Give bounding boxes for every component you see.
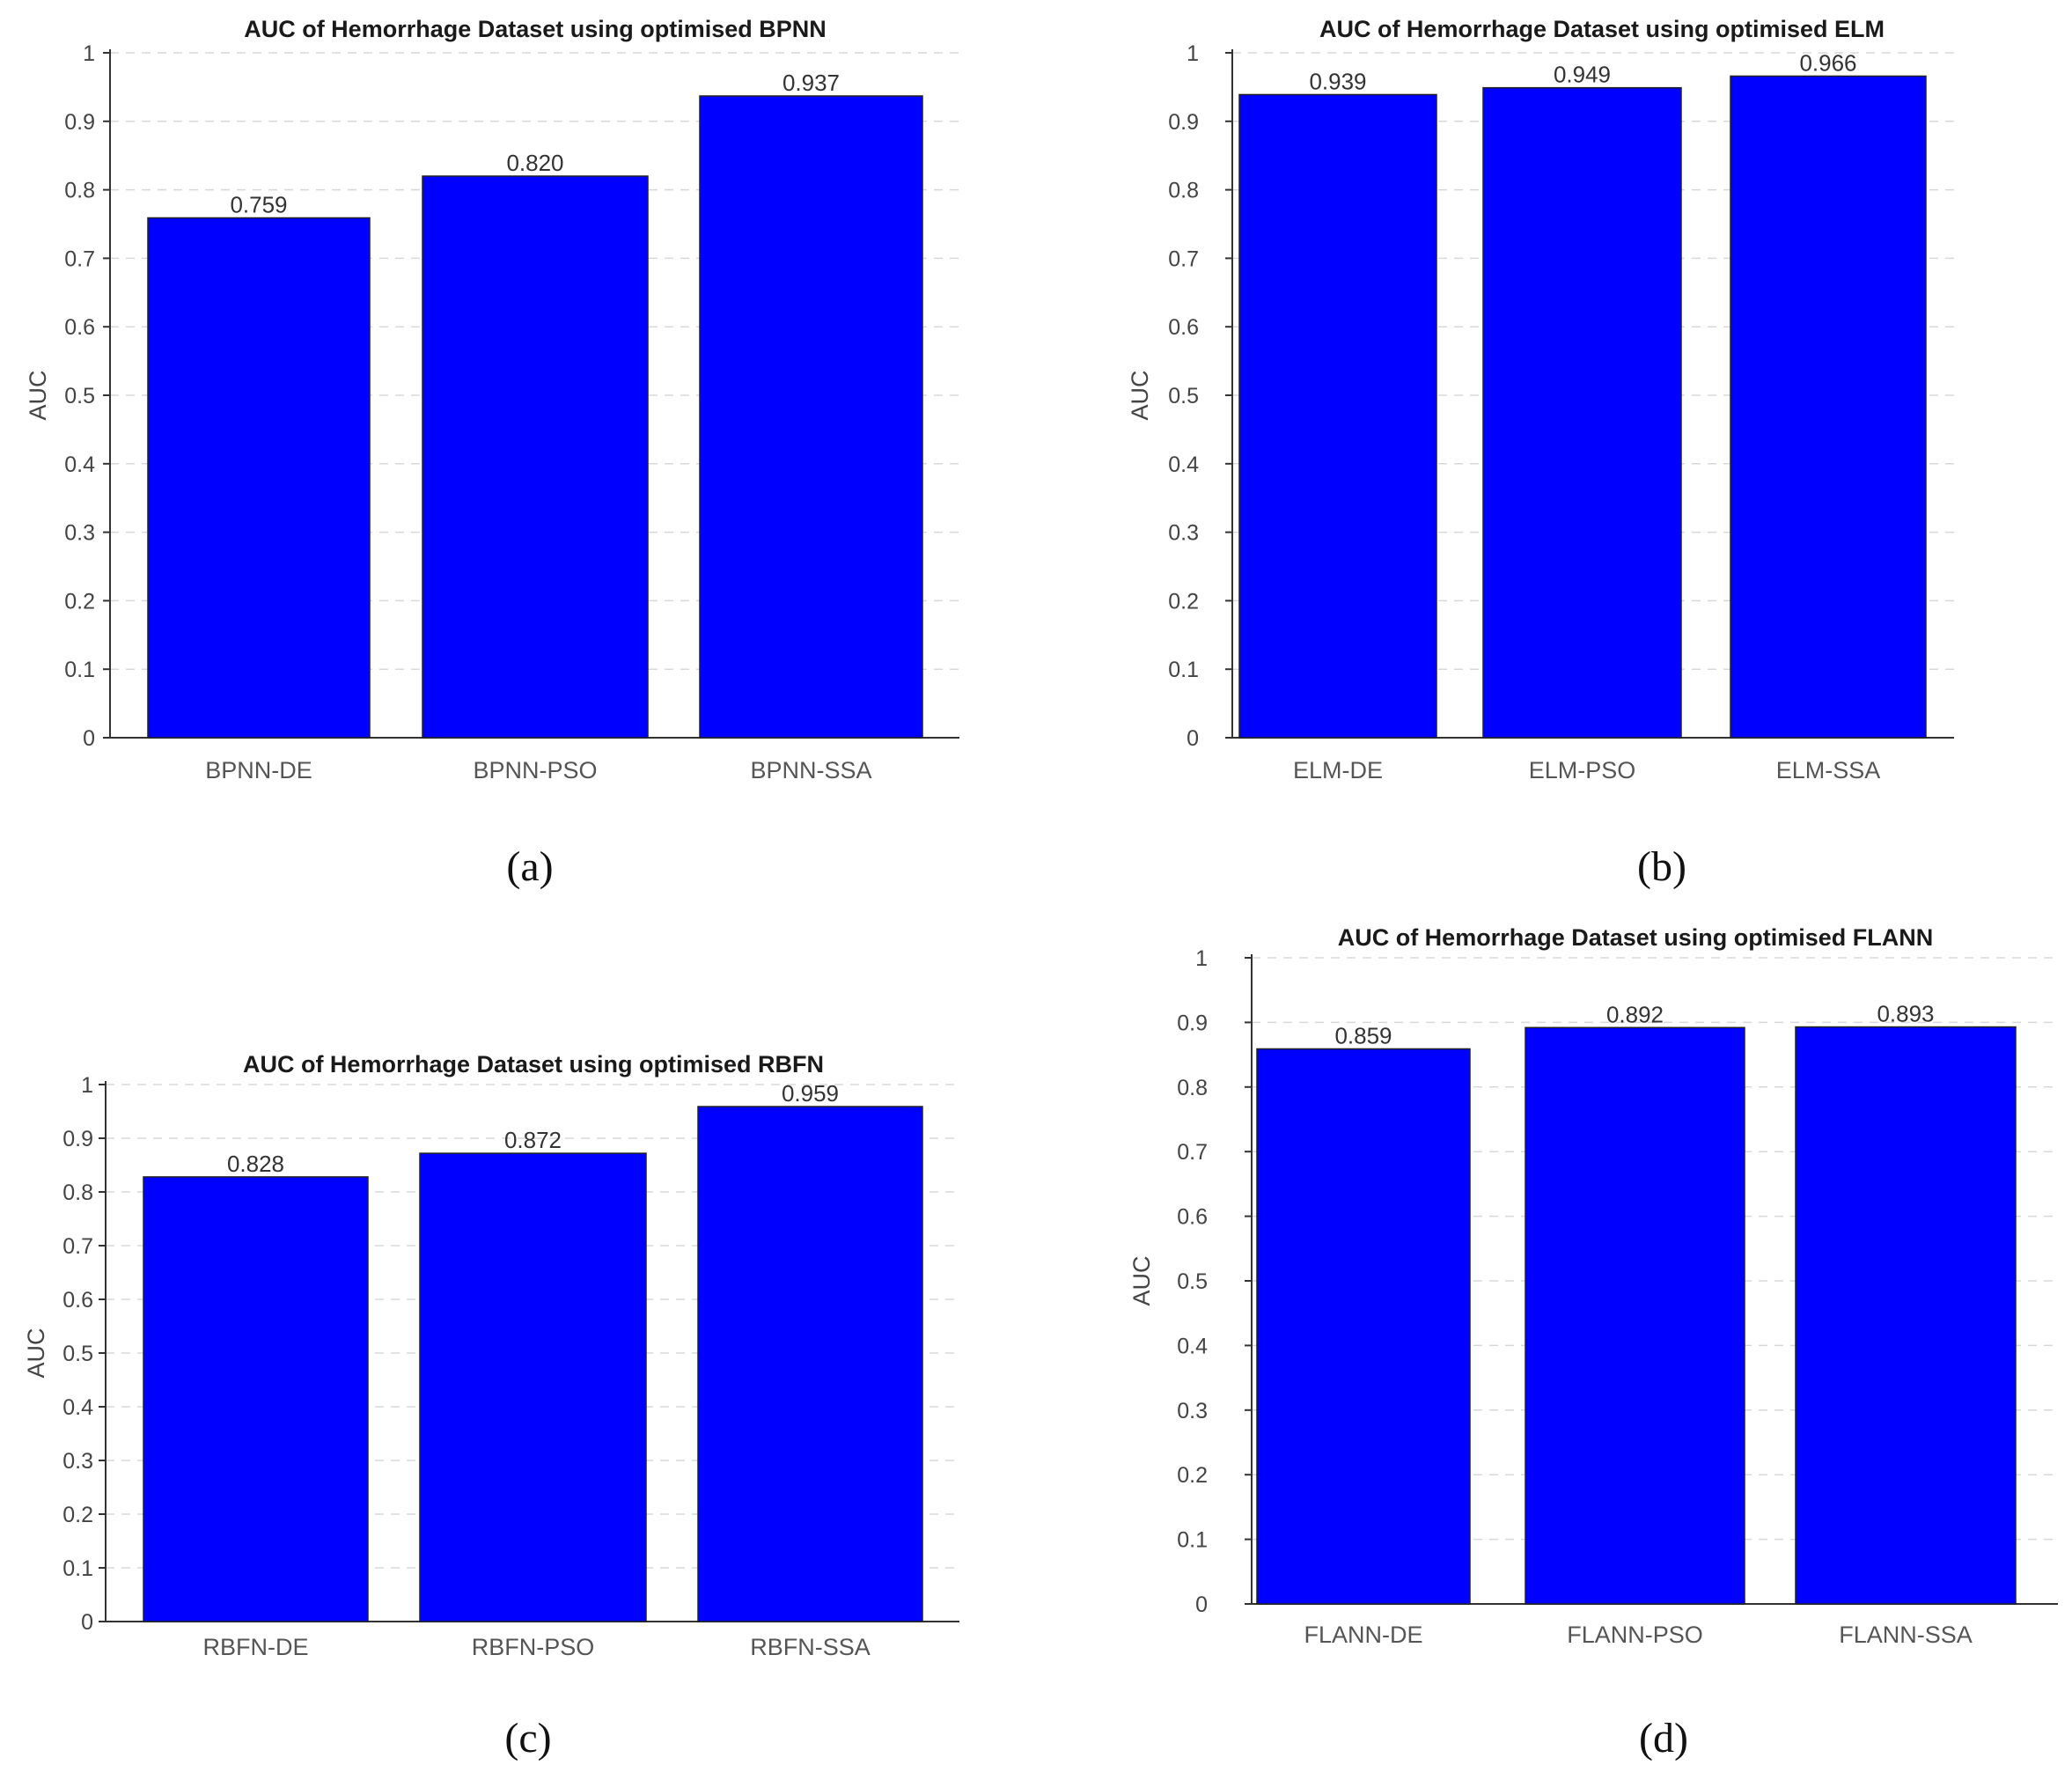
x-category-label: BPNN-PSO bbox=[473, 757, 597, 783]
panel-caption: (d) bbox=[1639, 1715, 1688, 1762]
y-tick-label: 0.1 bbox=[64, 658, 95, 682]
chart-title: AUC of Hemorrhage Dataset using optimise… bbox=[1338, 924, 1934, 951]
x-category-label: RBFN-SSA bbox=[750, 1634, 871, 1660]
bar bbox=[1795, 1026, 2017, 1605]
y-tick-label: 0.5 bbox=[64, 384, 95, 408]
bar bbox=[143, 1176, 369, 1622]
chart-title: AUC of Hemorrhage Dataset using optimise… bbox=[1319, 16, 1885, 42]
y-tick-label: 1 bbox=[81, 1073, 93, 1098]
y-axis-label: AUC bbox=[1127, 370, 1153, 420]
y-tick-label: 0.3 bbox=[1168, 521, 1199, 546]
y-tick-label: 0 bbox=[1187, 726, 1199, 751]
y-tick-label: 0 bbox=[83, 726, 95, 751]
y-tick-label: 0.1 bbox=[1168, 658, 1199, 682]
y-tick-label: 0.7 bbox=[62, 1234, 93, 1259]
bar-value-label: 0.892 bbox=[1606, 1001, 1664, 1027]
y-tick-label: 0.8 bbox=[62, 1181, 93, 1205]
bar-value-label: 0.872 bbox=[504, 1127, 562, 1153]
x-category-label: BPNN-SSA bbox=[750, 757, 871, 783]
bar-value-label: 0.959 bbox=[782, 1080, 839, 1107]
y-tick-label: 0.4 bbox=[64, 452, 95, 477]
chart-panel-b: 0 0.1 0.2 0.3 0.4 0.5 0.6 0.7 0.8 0.9 1 0.939 ELM-DE… bbox=[1127, 16, 1954, 890]
y-tick-label: 0.8 bbox=[1168, 179, 1199, 203]
y-tick-label: 0.7 bbox=[64, 246, 95, 271]
y-tick-label: 0 bbox=[81, 1610, 93, 1635]
x-category-label: ELM-DE bbox=[1293, 757, 1383, 783]
y-tick-label: 0.9 bbox=[64, 110, 95, 135]
bar-value-label: 0.759 bbox=[230, 191, 287, 217]
bar-value-label: 0.859 bbox=[1334, 1022, 1392, 1048]
y-tick-label: 0.1 bbox=[62, 1556, 93, 1581]
bar-value-label: 0.893 bbox=[1877, 1001, 1934, 1027]
y-tick-label: 0.5 bbox=[1168, 384, 1199, 408]
y-tick-label: 0.9 bbox=[62, 1127, 93, 1151]
y-tick-label: 0.1 bbox=[1177, 1528, 1208, 1553]
y-tick-label: 0.6 bbox=[62, 1288, 93, 1313]
y-tick-label: 0.7 bbox=[1177, 1140, 1208, 1165]
x-category-label: RBFN-DE bbox=[203, 1634, 309, 1660]
y-tick-label: 0.6 bbox=[1177, 1205, 1208, 1230]
y-tick-label: 0.3 bbox=[62, 1449, 93, 1474]
y-tick-label: 0.6 bbox=[1168, 315, 1199, 340]
y-tick-label: 0.7 bbox=[1168, 246, 1199, 271]
bar bbox=[699, 95, 923, 739]
x-category-label: ELM-SSA bbox=[1776, 757, 1881, 783]
bar bbox=[697, 1106, 923, 1622]
x-category-label: RBFN-PSO bbox=[472, 1634, 595, 1660]
y-tick-label: 0.2 bbox=[62, 1503, 93, 1527]
bar bbox=[419, 1152, 647, 1622]
bar bbox=[1525, 1026, 1745, 1605]
y-tick-label: 0.6 bbox=[64, 315, 95, 340]
x-category-label: FLANN-SSA bbox=[1839, 1622, 1973, 1648]
y-tick-label: 0.5 bbox=[1177, 1269, 1208, 1294]
bar-value-label: 0.828 bbox=[227, 1151, 284, 1177]
y-tick-label: 0.8 bbox=[64, 179, 95, 203]
bar-value-label: 0.820 bbox=[506, 150, 563, 176]
y-tick-label: 0.2 bbox=[1168, 589, 1199, 614]
y-axis-label: AUC bbox=[25, 370, 51, 420]
bar-value-label: 0.939 bbox=[1309, 68, 1366, 94]
y-tick-label: 0.3 bbox=[1177, 1399, 1208, 1423]
bar-value-label: 0.949 bbox=[1554, 62, 1611, 88]
panel-caption: (b) bbox=[1637, 843, 1686, 890]
chart-title: AUC of Hemorrhage Dataset using optimise… bbox=[244, 16, 827, 42]
y-axis-label: AUC bbox=[23, 1328, 49, 1378]
y-tick-label: 0.9 bbox=[1177, 1011, 1208, 1035]
bar bbox=[1730, 75, 1927, 739]
bar bbox=[1256, 1048, 1471, 1605]
y-tick-label: 0.9 bbox=[1168, 110, 1199, 135]
x-category-label: FLANN-DE bbox=[1304, 1622, 1422, 1648]
bar-value-label: 0.966 bbox=[1799, 49, 1856, 76]
x-category-label: ELM-PSO bbox=[1529, 757, 1636, 783]
bar bbox=[1482, 86, 1682, 739]
chart-panel-d: 0 0.1 0.2 0.3 0.4 0.5 0.6 0.7 0.8 0.9 1 0.859 FLANN-… bbox=[1128, 924, 2058, 1762]
y-tick-label: 1 bbox=[1195, 946, 1208, 971]
y-tick-label: 1 bbox=[1187, 41, 1199, 66]
y-tick-label: 0.4 bbox=[1177, 1334, 1208, 1358]
chart-title: AUC of Hemorrhage Dataset using optimise… bbox=[243, 1051, 824, 1078]
y-tick-label: 1 bbox=[83, 41, 95, 66]
panel-caption: (a) bbox=[506, 843, 553, 890]
y-tick-label: 0.5 bbox=[62, 1342, 93, 1366]
panel-caption: (c) bbox=[504, 1715, 551, 1762]
y-tick-label: 0.3 bbox=[64, 521, 95, 546]
y-tick-label: 0.8 bbox=[1177, 1076, 1208, 1100]
y-tick-label: 0.2 bbox=[1177, 1463, 1208, 1488]
chart-panel-a: 0 0.1 0.2 0.3 0.4 0.5 0.6 0.7 0.8 0.9 1 0.759 BPNN-D… bbox=[25, 16, 959, 890]
x-category-label: FLANN-PSO bbox=[1567, 1622, 1703, 1648]
bar bbox=[422, 175, 649, 739]
y-tick-label: 0.2 bbox=[64, 589, 95, 614]
y-axis-label: AUC bbox=[1128, 1255, 1155, 1306]
x-category-label: BPNN-DE bbox=[205, 757, 312, 783]
y-tick-label: 0.4 bbox=[62, 1395, 93, 1420]
bar-value-label: 0.937 bbox=[783, 70, 840, 96]
chart-panel-c: 0 0.1 0.2 0.3 0.4 0.5 0.6 0.7 0.8 0.9 1 0.828 RBFN-D… bbox=[23, 1051, 959, 1762]
bar bbox=[147, 217, 371, 739]
bar bbox=[1238, 93, 1437, 739]
y-tick-label: 0 bbox=[1195, 1592, 1208, 1617]
y-tick-label: 0.4 bbox=[1168, 452, 1199, 477]
